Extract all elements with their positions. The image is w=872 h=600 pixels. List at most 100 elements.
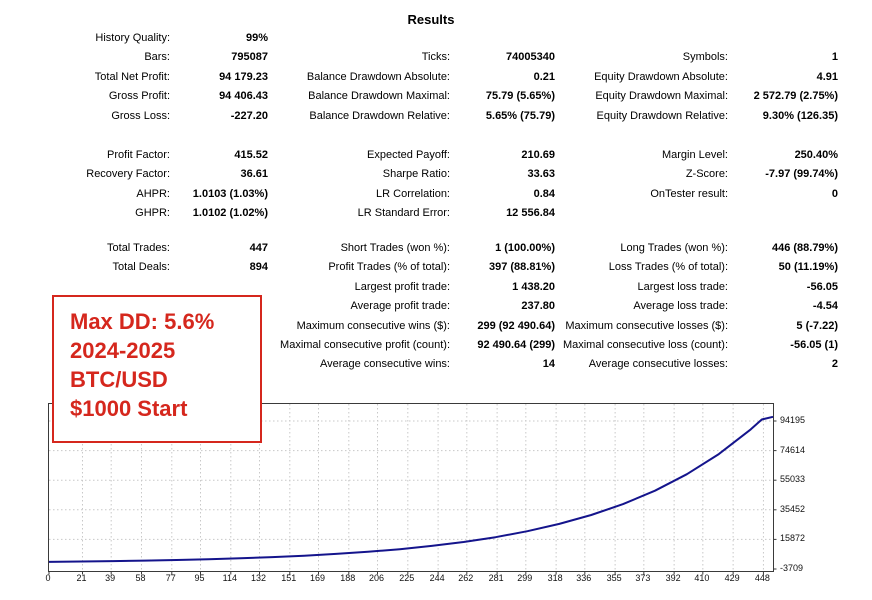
stat-label: Maximum consecutive wins ($): [296,319,450,332]
stat-value: -7.97 (99.74%) [765,168,838,181]
stat-value: 894 [249,261,268,274]
x-tick-label: 410 [694,573,710,583]
stat-label: Recovery Factor: [86,168,170,181]
stat-label: OnTester result: [650,187,728,200]
stat-value: 14 [542,358,555,371]
stat-label: Total Net Profit: [94,70,170,83]
stat-value: 5.65% (75.79) [485,109,555,122]
x-tick-label: 392 [665,573,681,583]
stat-value: 5 (-7.22) [796,319,838,332]
x-tick-label: 95 [194,573,205,583]
stat-label: Equity Drawdown Absolute: [594,70,728,83]
stat-label: Average consecutive wins: [319,358,450,371]
x-tick-label: 429 [724,573,740,583]
stat-label: Equity Drawdown Relative: [596,109,728,122]
x-tick-label: 318 [547,573,563,583]
x-tick-label: 0 [45,573,51,583]
stat-value: 446 (88.79%) [771,242,838,254]
annotation-line: 2024-2025 [70,338,176,363]
stat-value: 237.80 [521,300,555,313]
stat-value: 0 [831,187,838,200]
x-tick-label: 262 [458,573,474,583]
stat-value: -227.20 [230,109,268,122]
stat-value [728,204,838,223]
x-tick-label: 225 [399,573,415,583]
stat-value: 2 572.79 (2.75%) [753,90,838,103]
stat-value: 9.30% (126.35) [762,109,838,122]
stat-label: Largest loss trade: [637,280,729,293]
stat-value [450,29,555,48]
stat-value: 94 179.23 [219,70,268,83]
stat-value: 1 438.20 [512,280,555,293]
x-tick-label: 114 [222,573,237,583]
x-tick-label: 244 [429,573,445,583]
stat-value: 1.0103 (1.03%) [192,187,268,200]
y-tick-label: 55033 [780,474,806,485]
x-tick-label: 132 [250,573,267,583]
x-tick-label: 336 [576,573,592,583]
stat-value: 397 (88.81%) [488,261,555,274]
stat-value: 0.21 [533,70,555,83]
stat-value [728,29,838,48]
stat-label: Expected Payoff: [367,149,450,161]
stat-label: Equity Drawdown Maximal: [595,90,728,103]
stat-label: AHPR: [136,187,170,200]
stat-label [555,29,728,48]
y-tick-label: 35452 [780,503,806,514]
stat-label: Total Deals: [112,261,170,274]
y-tick-label: 74614 [780,444,806,455]
page-title: Results [407,12,455,27]
stat-label: Gross Profit: [108,90,170,103]
x-tick-label: 188 [340,573,356,583]
stat-value: 74005340 [506,51,555,64]
x-tick-label: 21 [76,573,87,583]
stat-label: LR Correlation: [376,187,450,200]
stat-label: Ticks: [421,51,450,64]
x-tick-label: 151 [281,573,297,583]
stat-label: History Quality: [95,32,170,44]
stats-block: History Quality: 99% Bars: 795087 Ticks: 7400… [0,29,838,126]
stat-label: Largest profit trade: [354,280,450,293]
annotation-line: Max DD: 5.6% [70,309,215,334]
x-tick-label: 77 [165,573,176,583]
stat-label: Maximal consecutive loss (count): [562,338,728,351]
stat-label: Profit Trades (% of total): [328,261,450,274]
x-tick-label: 206 [368,573,385,583]
stat-label: Average profit trade: [350,300,450,313]
x-tick-label: 373 [635,573,651,583]
stat-label: Total Trades: [107,242,170,254]
x-tick-label: 448 [754,573,770,583]
stat-value: -56.05 (1) [790,338,838,351]
stat-label: Balance Drawdown Absolute: [306,70,450,83]
stat-label: Symbols: [682,51,728,64]
stat-label: Profit Factor: [107,149,170,161]
stat-label: Margin Level: [661,149,728,161]
stat-value: 12 556.84 [506,207,555,220]
stat-label: Maximum consecutive losses ($): [565,319,728,332]
stat-value: 447 [249,242,268,254]
stat-value: 0.84 [533,187,555,200]
stat-value: -4.54 [812,300,838,313]
stat-value: 1 (100.00%) [495,242,555,254]
stat-value: 1 [831,51,838,64]
stat-value: 299 (92 490.64) [477,319,555,332]
balance-curve [48,415,774,563]
stats-block: Total Trades: 447 Short Trades (won %): 1 (… [0,239,838,375]
stat-label: Loss Trades (% of total): [608,261,728,274]
stat-value: 4.91 [816,70,838,83]
x-tick-label: 39 [105,573,116,583]
stat-value: 75.79 (5.65%) [485,90,555,103]
stat-value: 250.40% [794,149,838,161]
stat-value: 36.61 [240,168,268,181]
stat-value: 210.69 [521,149,555,161]
stat-label: Bars: [144,51,170,64]
stat-label: Gross Loss: [111,109,170,122]
stat-value: 99% [245,32,268,44]
stat-label [268,29,450,48]
y-tick-label: 94195 [780,414,806,425]
stat-value: 50 (11.19%) [778,261,838,274]
y-tick-label: 15872 [780,533,806,544]
x-tick-label: 355 [606,573,622,583]
x-tick-label: 169 [309,573,326,583]
